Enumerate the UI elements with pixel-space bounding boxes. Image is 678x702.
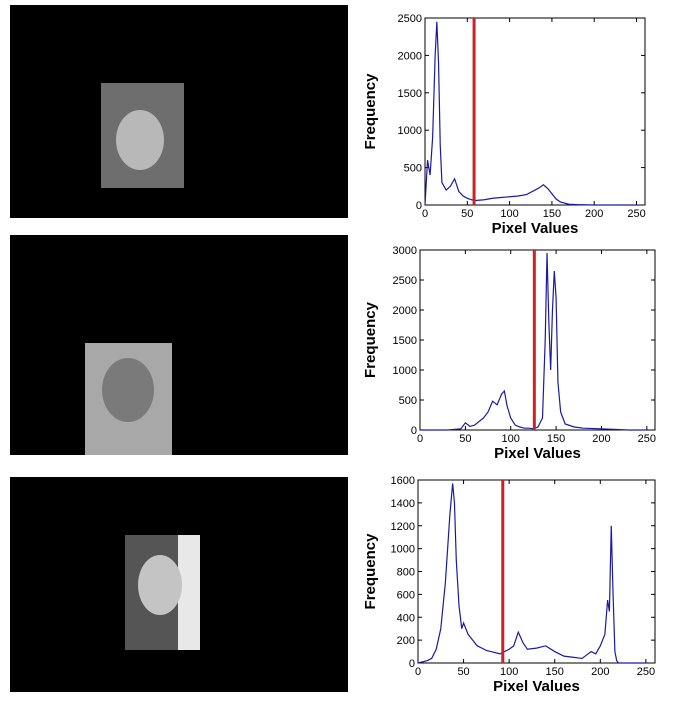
y-tick-label: 1400 (391, 498, 415, 510)
hand-background (178, 535, 200, 650)
y-tick-label: 0 (411, 425, 417, 437)
x-tick-label: 100 (500, 666, 518, 678)
image-panel (10, 235, 348, 455)
y-tick-label: 500 (399, 395, 417, 407)
y-tick-label: 0 (416, 200, 422, 212)
y-tick-label: 1600 (391, 475, 415, 487)
hand-shape (102, 358, 154, 422)
y-tick-label: 2500 (393, 275, 417, 287)
x-tick-label: 250 (627, 208, 645, 220)
x-tick-label: 200 (585, 208, 603, 220)
x-axis-label: Pixel Values (492, 220, 579, 237)
x-tick-label: 50 (461, 208, 473, 220)
x-tick-label: 50 (459, 433, 471, 445)
hand-shape (116, 110, 164, 170)
y-tick-label: 800 (397, 567, 415, 579)
x-tick-label: 100 (500, 208, 518, 220)
y-axis-label: Frequency (362, 533, 379, 610)
y-axis-label: Frequency (362, 73, 379, 150)
x-tick-label: 150 (543, 208, 561, 220)
x-tick-label: 50 (457, 666, 469, 678)
x-tick-label: 250 (637, 666, 655, 678)
y-tick-label: 3000 (393, 245, 417, 257)
x-axis-label: Pixel Values (493, 678, 580, 695)
x-tick-label: 200 (592, 433, 610, 445)
y-tick-label: 1500 (398, 88, 422, 100)
histogram-line (417, 483, 646, 664)
plot-frame (424, 17, 646, 206)
x-tick-label: 0 (422, 208, 428, 220)
x-tick-label: 0 (417, 433, 423, 445)
histogram-line (424, 21, 637, 206)
x-tick-label: 200 (591, 666, 609, 678)
y-tick-label: 1000 (391, 544, 415, 556)
y-tick-label: 600 (397, 589, 415, 601)
x-tick-label: 150 (546, 666, 564, 678)
y-tick-label: 400 (397, 612, 415, 624)
x-axis-label: Pixel Values (494, 445, 581, 462)
plot-frame (417, 479, 656, 664)
y-tick-label: 1500 (393, 335, 417, 347)
x-tick-label: 0 (415, 666, 421, 678)
y-axis-label: Frequency (362, 301, 379, 378)
histogram-line (420, 252, 647, 431)
hand-shape (138, 555, 182, 615)
x-tick-label: 250 (638, 433, 656, 445)
x-tick-label: 100 (502, 433, 520, 445)
y-tick-label: 200 (397, 635, 415, 647)
y-tick-label: 500 (404, 163, 422, 175)
y-tick-label: 1000 (398, 125, 422, 137)
y-tick-label: 1000 (393, 365, 417, 377)
plot-frame (419, 249, 656, 431)
y-tick-label: 1200 (391, 521, 415, 533)
y-tick-label: 2500 (398, 13, 422, 25)
x-tick-label: 150 (547, 433, 565, 445)
y-tick-label: 2000 (398, 50, 422, 62)
y-tick-label: 2000 (393, 305, 417, 317)
y-tick-label: 0 (409, 658, 415, 670)
